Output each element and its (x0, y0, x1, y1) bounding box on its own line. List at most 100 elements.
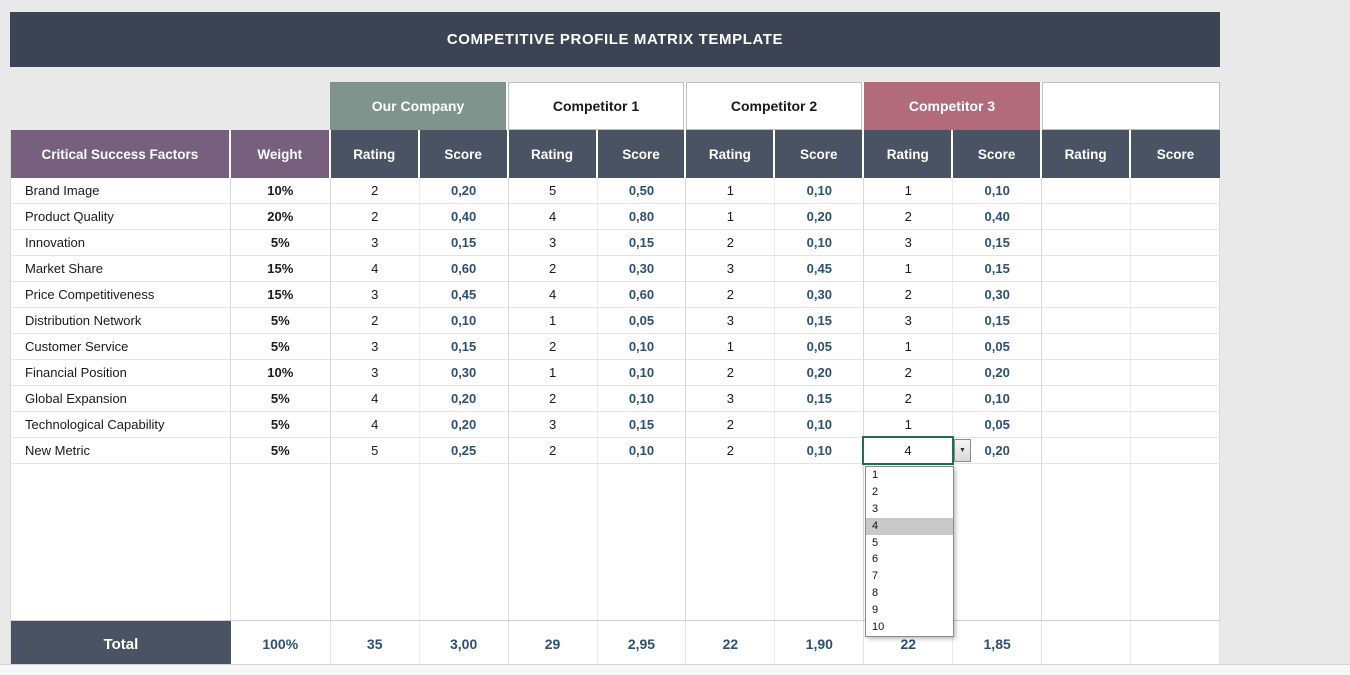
rating-cell[interactable] (1042, 386, 1132, 411)
rating-cell[interactable]: 4 (509, 282, 598, 307)
factor-cell[interactable]: Brand Image (11, 178, 231, 203)
rating-cell[interactable]: 5 (331, 438, 420, 463)
score-cell[interactable]: 0,50 (598, 178, 687, 203)
score-cell[interactable]: 0,15 (775, 308, 865, 333)
score-cell[interactable]: 0,10 (598, 360, 687, 385)
rating-cell[interactable]: 3 (686, 308, 776, 333)
score-cell[interactable]: 0,10 (775, 230, 865, 255)
score-cell[interactable]: 0,15 (775, 386, 865, 411)
selected-cell[interactable]: 4 (862, 436, 954, 465)
score-cell[interactable]: 0,40 (420, 204, 509, 229)
score-cell[interactable]: 0,30 (420, 360, 509, 385)
rating-cell[interactable]: 5 (509, 178, 598, 203)
dropdown-option[interactable]: 5 (872, 536, 879, 549)
score-cell[interactable]: 0,20 (953, 438, 1043, 463)
rating-cell[interactable]: 3 (331, 360, 420, 385)
score-cell[interactable]: 0,25 (420, 438, 509, 463)
rating-cell[interactable]: 3 (864, 308, 954, 333)
weight-cell[interactable]: 5% (231, 386, 331, 411)
score-cell[interactable]: 0,15 (953, 230, 1043, 255)
score-cell[interactable] (1131, 412, 1220, 437)
score-cell[interactable]: 0,45 (775, 256, 865, 281)
dropdown-option[interactable]: 4 (866, 517, 953, 535)
dropdown-option[interactable]: 9 (872, 604, 879, 617)
factor-cell[interactable]: Product Quality (11, 204, 231, 229)
rating-cell[interactable]: 1 (864, 334, 954, 359)
rating-cell[interactable]: 2 (864, 386, 954, 411)
score-cell[interactable]: 0,05 (953, 334, 1043, 359)
score-cell[interactable]: 0,30 (598, 256, 687, 281)
rating-cell[interactable] (1042, 360, 1132, 385)
rating-cell[interactable]: 3 (509, 412, 598, 437)
score-cell[interactable]: 0,15 (953, 256, 1043, 281)
score-cell[interactable] (1131, 360, 1220, 385)
weight-cell[interactable]: 5% (231, 308, 331, 333)
score-cell[interactable] (1131, 308, 1220, 333)
factor-cell[interactable]: Market Share (11, 256, 231, 281)
rating-cell[interactable]: 1 (686, 178, 776, 203)
score-cell[interactable] (1131, 230, 1220, 255)
dropdown-option[interactable]: 8 (872, 587, 879, 600)
rating-cell[interactable]: 4 (331, 386, 420, 411)
rating-cell[interactable] (1042, 308, 1132, 333)
total-value[interactable]: 22 (686, 621, 776, 667)
score-cell[interactable]: 0,15 (598, 412, 687, 437)
rating-cell[interactable]: 2 (686, 438, 776, 463)
score-cell[interactable]: 0,10 (775, 438, 865, 463)
total-value[interactable]: 35 (331, 621, 420, 667)
rating-cell[interactable]: 3 (686, 256, 776, 281)
factor-cell[interactable]: Technological Capability (11, 412, 231, 437)
rating-cell[interactable]: 2 (864, 360, 954, 385)
score-cell[interactable]: 0,45 (420, 282, 509, 307)
rating-cell[interactable] (1042, 334, 1132, 359)
rating-cell[interactable]: 1 (864, 412, 954, 437)
score-cell[interactable]: 0,20 (775, 360, 865, 385)
rating-cell[interactable]: 2 (509, 256, 598, 281)
rating-cell[interactable]: 2 (864, 204, 954, 229)
rating-cell[interactable]: 3 (686, 386, 776, 411)
rating-cell[interactable]: 3 (331, 282, 420, 307)
rating-cell[interactable] (1042, 178, 1132, 203)
score-cell[interactable] (1131, 256, 1220, 281)
rating-cell[interactable]: 1 (864, 256, 954, 281)
score-cell[interactable] (1131, 334, 1220, 359)
score-cell[interactable]: 0,10 (775, 178, 865, 203)
weight-cell[interactable]: 15% (231, 282, 331, 307)
rating-cell[interactable] (1042, 412, 1132, 437)
factor-cell[interactable]: Innovation (11, 230, 231, 255)
rating-cell[interactable]: 3 (331, 334, 420, 359)
rating-cell[interactable]: 2 (331, 204, 420, 229)
total-value[interactable] (1042, 621, 1132, 667)
factor-cell[interactable]: Price Competitiveness (11, 282, 231, 307)
factor-cell[interactable]: Global Expansion (11, 386, 231, 411)
score-cell[interactable] (1131, 282, 1220, 307)
score-cell[interactable] (1131, 438, 1220, 463)
weight-cell[interactable]: 5% (231, 412, 331, 437)
dropdown-option[interactable]: 7 (872, 570, 879, 583)
dropdown-option[interactable]: 6 (872, 553, 879, 566)
rating-cell[interactable]: 1 (509, 308, 598, 333)
rating-cell[interactable]: 4 (331, 412, 420, 437)
total-value[interactable] (1131, 621, 1220, 667)
score-cell[interactable]: 0,10 (775, 412, 865, 437)
rating-cell[interactable]: 2 (686, 282, 776, 307)
rating-cell[interactable]: 3 (864, 230, 954, 255)
weight-cell[interactable]: 10% (231, 178, 331, 203)
score-cell[interactable]: 0,60 (598, 282, 687, 307)
total-value[interactable]: 1,90 (775, 621, 865, 667)
dropdown-arrow-button[interactable]: ▼ (954, 439, 971, 462)
score-cell[interactable]: 0,10 (598, 438, 687, 463)
factor-cell[interactable]: Financial Position (11, 360, 231, 385)
rating-cell[interactable]: 1 (509, 360, 598, 385)
rating-cell[interactable]: 2 (509, 438, 598, 463)
rating-cell[interactable]: 2 (509, 386, 598, 411)
rating-cell[interactable]: 3 (509, 230, 598, 255)
total-value[interactable]: 1,85 (953, 621, 1043, 667)
rating-cell[interactable] (1042, 230, 1132, 255)
score-cell[interactable]: 0,30 (953, 282, 1043, 307)
score-cell[interactable]: 0,15 (420, 334, 509, 359)
total-value[interactable]: 22 (864, 621, 954, 667)
score-cell[interactable] (1131, 178, 1220, 203)
rating-cell[interactable]: 1 (864, 178, 954, 203)
score-cell[interactable]: 0,20 (420, 178, 509, 203)
